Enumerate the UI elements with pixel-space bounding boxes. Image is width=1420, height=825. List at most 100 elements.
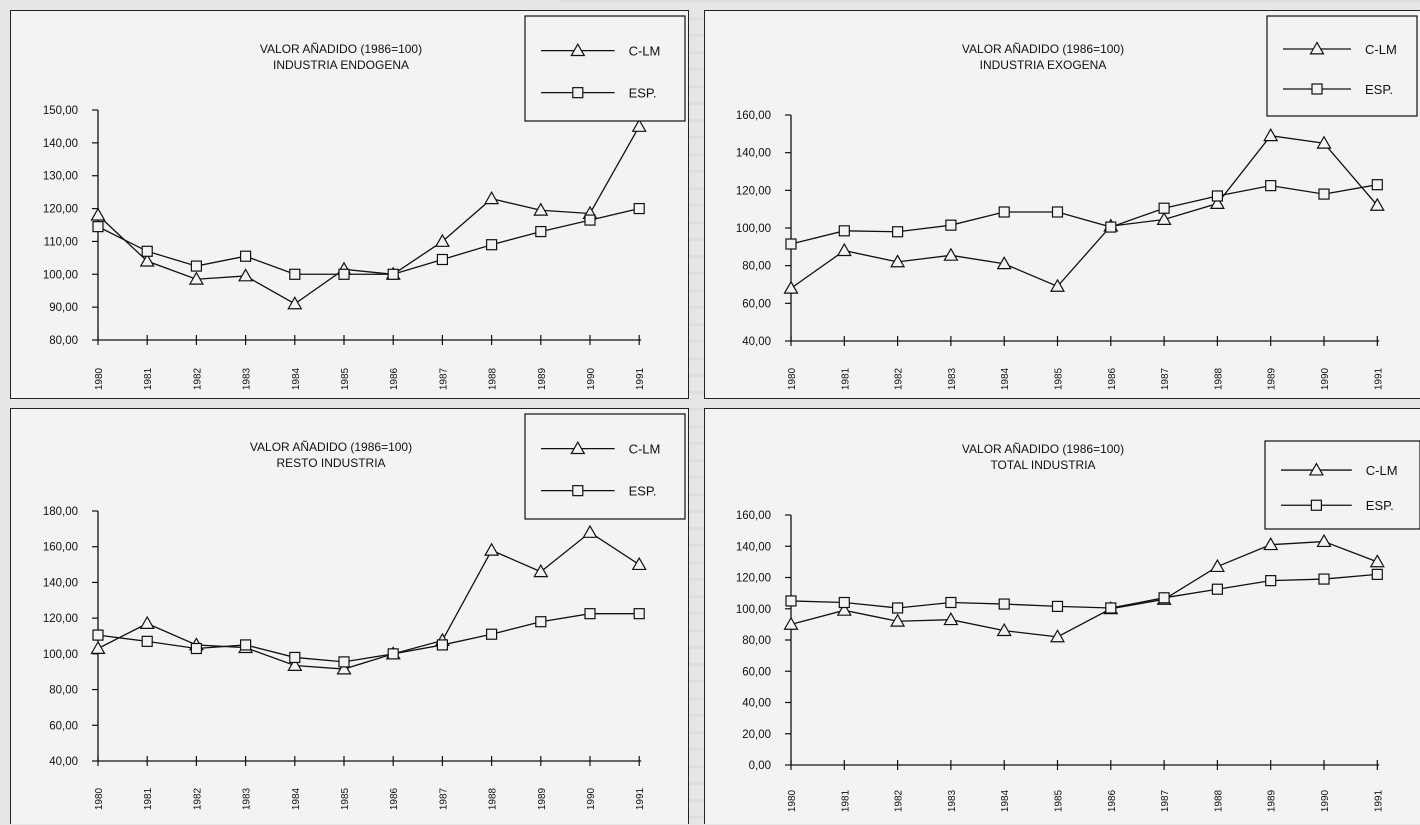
x-tick-label: 1986 — [1107, 367, 1118, 390]
y-tick-label: 100,00 — [736, 223, 771, 235]
x-tick-label: 1980 — [787, 367, 798, 390]
x-tick-label: 1984 — [291, 787, 302, 810]
chart-svg-exogena: VALOR AÑADIDO (1986=100) INDUSTRIA EXOGEN… — [736, 15, 1418, 390]
series-line-esp — [790, 573, 1378, 609]
y-tick-label: 140,00 — [43, 138, 78, 150]
point-esp — [92, 221, 104, 233]
x-tick-label: 1991 — [635, 367, 646, 390]
x-tick-label: 1980 — [787, 789, 798, 812]
point-esp — [338, 656, 350, 668]
series-line-esp — [97, 613, 640, 663]
point-esp — [240, 639, 252, 651]
point-esp — [785, 238, 797, 250]
point-esp — [436, 639, 448, 651]
x-tick-label: 1988 — [488, 787, 499, 810]
legend-marker-clm — [570, 42, 586, 57]
point-esp — [1211, 190, 1223, 202]
x-tick-label: 1984 — [1000, 367, 1011, 390]
y-tick-label: 120,00 — [43, 204, 78, 216]
point-clm — [1316, 135, 1332, 149]
y-tick-label: 110,00 — [44, 236, 78, 248]
y-tick-label: 180,00 — [43, 506, 78, 518]
point-clm — [139, 253, 155, 267]
x-tick-label: 1980 — [94, 367, 105, 390]
point-esp — [1051, 600, 1064, 613]
point-esp — [838, 596, 850, 609]
point-clm — [1209, 195, 1225, 209]
legend-box — [524, 15, 686, 122]
point-clm — [336, 661, 352, 675]
point-esp — [338, 268, 350, 280]
point-clm — [836, 242, 852, 257]
legend-marker-clm — [1308, 462, 1324, 476]
x-tick-label: 1983 — [947, 789, 958, 812]
point-esp — [190, 260, 202, 272]
point-esp — [486, 628, 498, 640]
x-tick-label: 1987 — [1160, 789, 1171, 812]
point-clm — [836, 602, 852, 616]
x-tick-label: 1991 — [1373, 367, 1384, 390]
point-clm — [1369, 554, 1385, 568]
y-tick-label: 60,00 — [49, 720, 78, 732]
x-tick-label: 1982 — [192, 367, 203, 390]
point-esp — [1318, 573, 1330, 585]
point-esp — [892, 226, 904, 238]
x-tick-label: 1991 — [1373, 789, 1384, 812]
chart-svg-total: VALOR AÑADIDO (1986=100) TOTAL INDUSTRIA 0… — [736, 440, 1420, 812]
point-esp — [584, 608, 596, 620]
point-esp — [1371, 568, 1383, 580]
point-esp — [1211, 583, 1223, 595]
y-tick-label: 120,00 — [736, 185, 771, 197]
point-clm — [533, 564, 549, 578]
point-clm — [890, 254, 906, 268]
chart-title: VALOR AÑADIDO (1986=100) — [962, 42, 1124, 56]
x-tick-label: 1981 — [143, 787, 154, 810]
chart-subtitle: TOTAL INDUSTRIA — [990, 458, 1095, 472]
point-esp — [387, 648, 399, 660]
legend-label-clm: C-LM — [1366, 463, 1398, 478]
point-clm — [1263, 128, 1279, 142]
legend-label-clm: C-LM — [629, 44, 661, 59]
legend-box — [1264, 440, 1420, 530]
point-esp — [240, 250, 252, 262]
y-tick-label: 130,00 — [43, 171, 78, 183]
y-tick-label: 100,00 — [43, 649, 78, 661]
legend-box — [1266, 15, 1418, 117]
point-esp — [1051, 206, 1064, 218]
x-tick-label: 1988 — [1213, 789, 1224, 812]
point-clm — [582, 524, 598, 538]
chart-subtitle: RESTO INDUSTRIA — [276, 456, 385, 470]
x-tick-label: 1983 — [242, 367, 253, 390]
point-esp — [387, 268, 399, 280]
y-tick-label: 80,00 — [742, 261, 771, 273]
x-tick-label: 1981 — [840, 367, 851, 390]
point-clm — [1369, 197, 1385, 211]
y-tick-label: 160,00 — [43, 542, 78, 554]
y-tick-label: 20,00 — [742, 729, 771, 741]
point-clm — [139, 615, 155, 629]
x-tick-label: 1984 — [1000, 789, 1011, 812]
y-tick-label: 80,00 — [742, 635, 771, 647]
y-tick-label: 140,00 — [43, 577, 78, 589]
x-tick-label: 1983 — [242, 787, 253, 810]
x-tick-label: 1987 — [438, 367, 449, 390]
chart-svg-endogena: VALOR AÑADIDO (1986=100) INDUSTRIA ENDOGE… — [43, 15, 686, 390]
chart-panel-endogena: VALOR AÑADIDO (1986=100) INDUSTRIA ENDOGE… — [10, 10, 689, 399]
legend-marker-esp — [572, 87, 584, 99]
x-tick-label: 1986 — [389, 367, 400, 390]
legend-label-esp: ESP. — [629, 86, 657, 101]
x-tick-label: 1985 — [1054, 367, 1065, 390]
y-tick-label: 160,00 — [736, 510, 771, 522]
point-clm — [484, 542, 500, 556]
point-esp — [1105, 221, 1117, 233]
point-clm — [287, 657, 303, 671]
legend-label-clm: C-LM — [1365, 42, 1397, 57]
point-clm — [287, 296, 303, 310]
point-esp — [633, 202, 645, 215]
x-tick-label: 1982 — [894, 367, 905, 390]
chart-subtitle: INDUSTRIA EXOGENA — [980, 58, 1107, 72]
point-esp — [436, 253, 448, 266]
y-tick-label: 120,00 — [43, 613, 78, 625]
x-tick-label: 1990 — [1320, 367, 1331, 390]
point-clm — [1209, 558, 1225, 573]
